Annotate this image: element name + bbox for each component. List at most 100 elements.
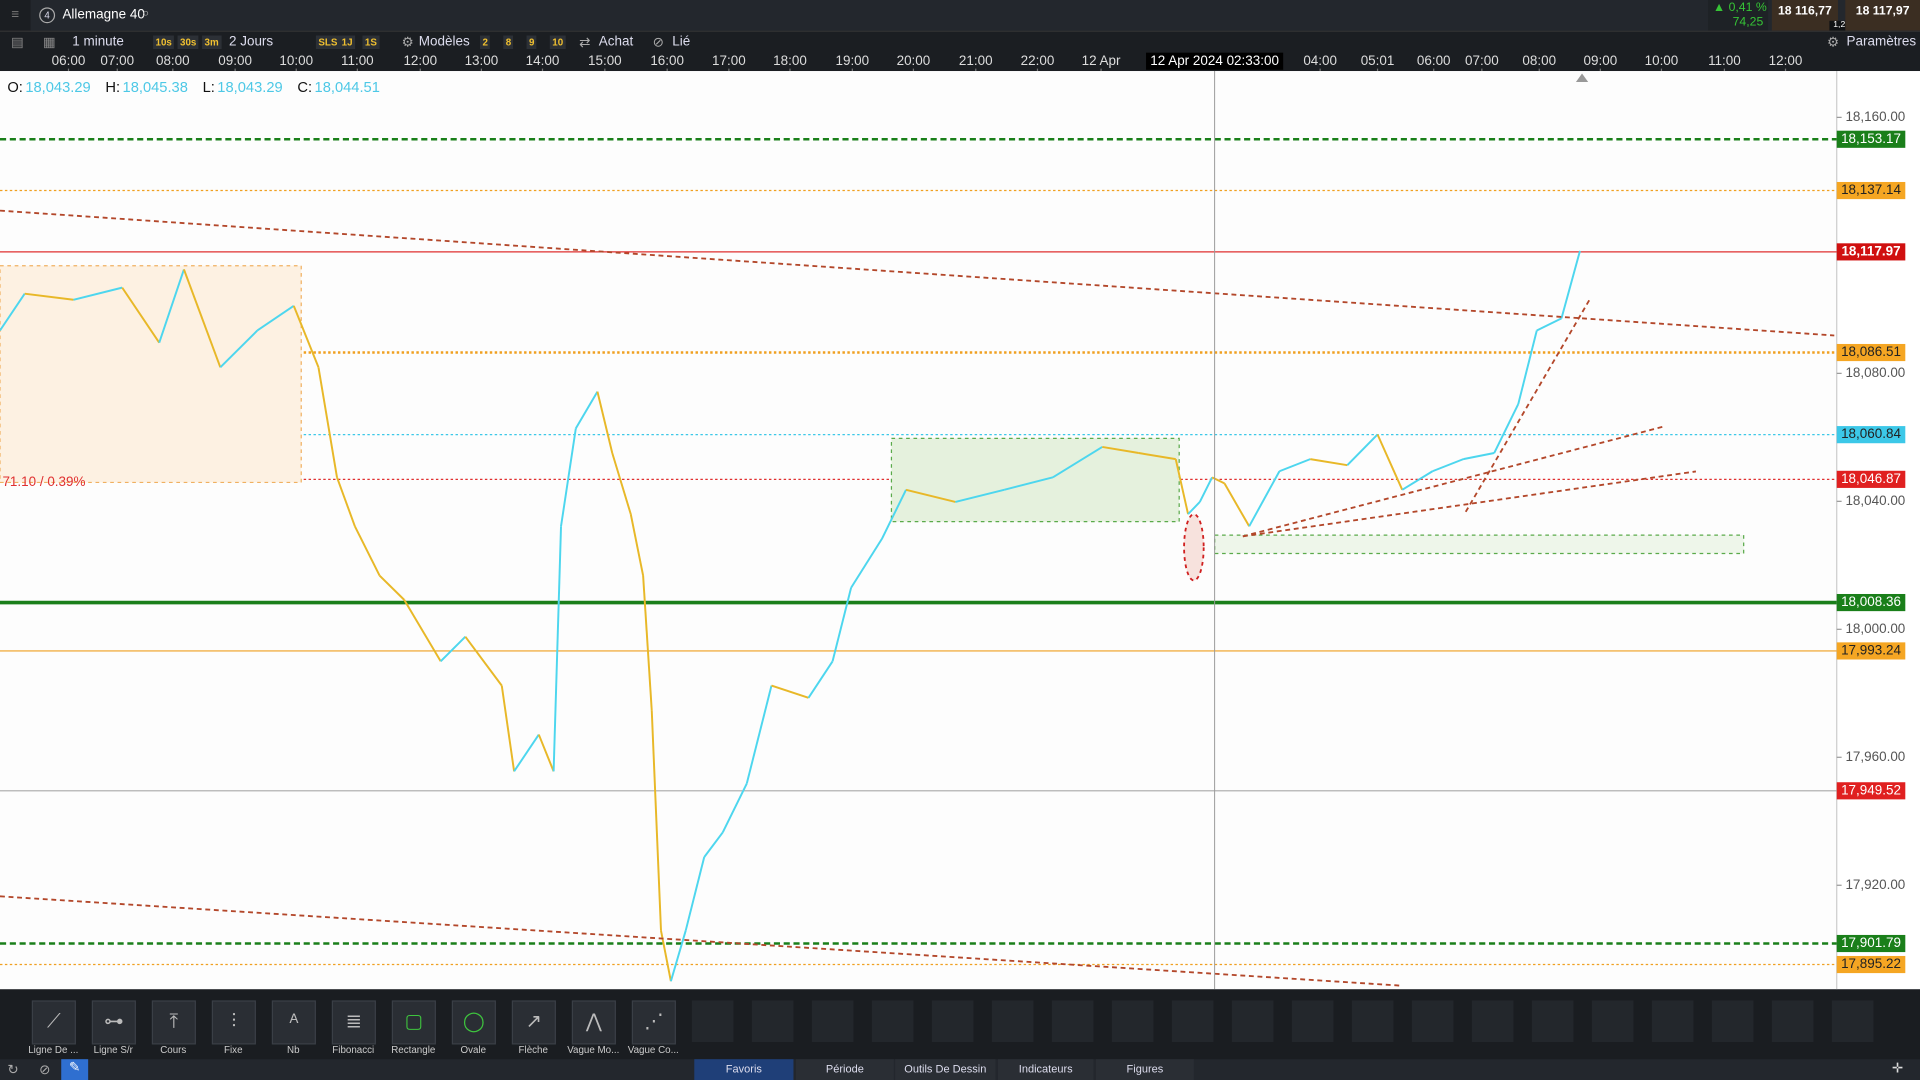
toolbar-chip[interactable]: 2 xyxy=(480,35,491,49)
tab[interactable]: Favoris xyxy=(694,1059,794,1080)
tool-button[interactable]: ⋀ xyxy=(571,1000,616,1045)
tool-button[interactable]: ◯ xyxy=(451,1000,496,1045)
x-tick-label: 08:00 xyxy=(1522,53,1556,68)
empty-slot[interactable] xyxy=(1711,1000,1754,1043)
empty-slot[interactable] xyxy=(1051,1000,1094,1043)
empty-slot[interactable] xyxy=(1591,1000,1634,1043)
ask-price[interactable]: 18 117,97 xyxy=(1845,0,1920,31)
toolbar-chip[interactable]: 3m xyxy=(202,35,222,49)
toolbar-chip[interactable]: 10s xyxy=(153,35,175,49)
ohlc-label: H: xyxy=(105,78,121,96)
price-segment xyxy=(831,587,853,662)
price-segment xyxy=(745,685,773,784)
empty-slot[interactable] xyxy=(931,1000,974,1043)
toolbar-chip[interactable]: 8 xyxy=(503,35,514,49)
empty-slot[interactable] xyxy=(1471,1000,1514,1043)
tab[interactable]: Outils De Dessin xyxy=(895,1059,996,1080)
empty-slot[interactable] xyxy=(751,1000,794,1043)
tool-button[interactable]: ⤒ xyxy=(151,1000,196,1045)
toolbar-chip[interactable]: 1J xyxy=(339,35,355,49)
tool-label: Ligne De ... xyxy=(28,1044,79,1056)
empty-slot[interactable] xyxy=(691,1000,734,1043)
price-segment xyxy=(905,488,956,503)
empty-slot[interactable] xyxy=(1171,1000,1214,1043)
x-tick-label: 07:00 xyxy=(100,53,134,68)
instrument-name[interactable]: Allemagne 40 xyxy=(62,7,145,23)
level-label-box xyxy=(1836,426,1906,444)
tool-label: Vague Co... xyxy=(627,1044,679,1056)
buy[interactable]: Achat xyxy=(598,34,634,49)
x-tick-label: 05:01 xyxy=(1361,53,1395,68)
price-segment xyxy=(596,391,614,454)
settings[interactable]: Paramètres xyxy=(1846,34,1917,49)
period[interactable]: 2 Jours xyxy=(228,34,274,49)
toolbar-chip[interactable]: SLS xyxy=(315,35,340,49)
plot-bg xyxy=(0,71,1837,990)
pen-button[interactable]: ✎ xyxy=(61,1059,89,1080)
trend-line xyxy=(1242,470,1697,538)
current-time-marker xyxy=(1575,73,1589,83)
toolbar-chip[interactable]: 30s xyxy=(177,35,199,49)
refresh-icon[interactable]: ↻ xyxy=(7,1062,19,1078)
empty-slot[interactable] xyxy=(871,1000,914,1043)
price-segment xyxy=(378,574,405,601)
level-label: 17,901.79 xyxy=(1841,935,1901,950)
price-segment xyxy=(684,856,706,931)
level-label: 18,137.14 xyxy=(1841,182,1901,197)
empty-slot[interactable] xyxy=(1531,1000,1574,1043)
crosshair-button[interactable]: ✛ xyxy=(1891,1061,1904,1077)
x-tick-label: 04:00 xyxy=(1303,53,1337,68)
price-segment xyxy=(1560,250,1581,319)
empty-slot[interactable] xyxy=(1411,1000,1454,1043)
empty-slot[interactable] xyxy=(1351,1000,1394,1043)
tool-button[interactable]: ▢ xyxy=(391,1000,436,1045)
templates[interactable]: Modèles xyxy=(418,34,470,49)
tab[interactable]: Période xyxy=(795,1059,894,1080)
grid-icon[interactable]: ▦ xyxy=(42,35,56,51)
empty-slot[interactable] xyxy=(991,1000,1034,1043)
level-label-box xyxy=(1836,955,1906,974)
link[interactable]: Lié xyxy=(672,34,691,49)
tool-button[interactable]: ᴬ xyxy=(271,1000,316,1045)
ohlc-label: L: xyxy=(202,78,215,96)
crosshair-label-box xyxy=(1146,52,1284,70)
tool-button[interactable]: ⫶ xyxy=(211,1000,256,1045)
toolbar-chip[interactable]: 10 xyxy=(549,35,566,49)
price-segment xyxy=(650,710,662,931)
tool-button[interactable]: ⋰ xyxy=(631,1000,676,1045)
tool-label: Vague Mo... xyxy=(567,1044,620,1056)
tool-button[interactable]: ⊶ xyxy=(91,1000,136,1045)
y-tick-label: 18,040.00 xyxy=(1845,493,1905,508)
interval[interactable]: 1 minute xyxy=(72,34,124,49)
price-segment xyxy=(771,684,809,699)
empty-slot[interactable] xyxy=(1831,1000,1874,1043)
x-tick-label: 18:00 xyxy=(773,53,807,68)
layout-icon[interactable]: ▤ xyxy=(11,35,24,51)
tool-button[interactable]: ↗ xyxy=(511,1000,556,1045)
instrument-number: 4 xyxy=(39,7,56,24)
empty-slot[interactable] xyxy=(811,1000,854,1043)
price-segment xyxy=(121,287,161,344)
tool-button[interactable]: ≣ xyxy=(331,1000,376,1045)
x-tick-label: 17:00 xyxy=(712,53,746,68)
search-icon[interactable]: ⌕ xyxy=(142,6,150,21)
tab[interactable]: Indicateurs xyxy=(997,1059,1094,1080)
level-label: 17,949.52 xyxy=(1841,782,1901,797)
empty-slot[interactable] xyxy=(1111,1000,1154,1043)
empty-slot[interactable] xyxy=(1651,1000,1694,1043)
tab[interactable]: Figures xyxy=(1095,1059,1194,1080)
price-segment xyxy=(1401,470,1433,491)
block-icon[interactable]: ⊘ xyxy=(39,1062,51,1078)
x-tick-label: 11:00 xyxy=(1708,53,1741,68)
menu-button[interactable]: ≡ xyxy=(0,0,31,31)
change-pct-value: 0,41 % xyxy=(1728,1,1767,15)
empty-slot[interactable] xyxy=(1231,1000,1274,1043)
toolbar-chip[interactable]: 9 xyxy=(526,35,537,49)
tool-button[interactable]: ⟋ xyxy=(31,1000,76,1045)
price-segment xyxy=(807,660,834,699)
toolbar-chip[interactable]: 1S xyxy=(362,35,380,49)
empty-slot[interactable] xyxy=(1291,1000,1334,1043)
bid-price[interactable]: 18 116,77 xyxy=(1771,0,1838,31)
price-chart: 17,920.00 17,960.00 18,000.00 18,040.00 18,0… xyxy=(0,51,1920,990)
empty-slot[interactable] xyxy=(1771,1000,1814,1043)
